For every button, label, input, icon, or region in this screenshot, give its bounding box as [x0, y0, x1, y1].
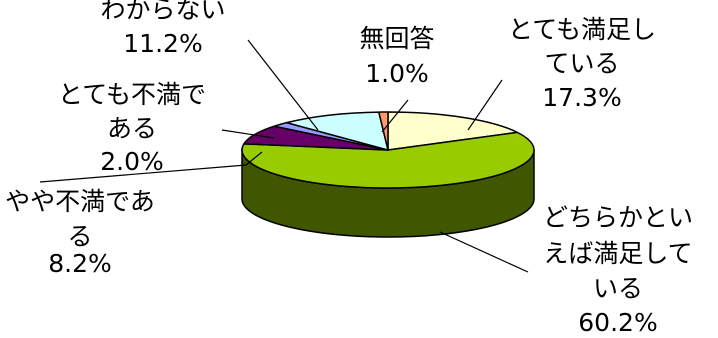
- leader-line-5: [247, 39, 319, 131]
- slice-label-2-line-2: えば満足して: [543, 239, 692, 268]
- slice-label-4-line-2: ある: [107, 114, 157, 143]
- slice-label-5-line-1: わからない: [100, 0, 225, 24]
- slice-label-3-line-1: やや不満であ: [5, 187, 155, 216]
- slice-label-1-line-2: ている: [544, 49, 619, 78]
- pie-slice-2: [241, 131, 535, 189]
- slice-value-4: 2.0%: [100, 147, 164, 176]
- slice-value-5: 11.2%: [123, 29, 202, 58]
- leader-line-4: [221, 129, 275, 139]
- leader-line-2: [439, 231, 529, 273]
- slice-label-3-line-2: る: [67, 222, 92, 251]
- slice-label-4-line-1: とても不満で: [58, 80, 206, 109]
- leader-line-6: [381, 99, 409, 133]
- leader-lines: [39, 39, 529, 273]
- pie-top-faces: [241, 111, 535, 189]
- slice-value-3: 8.2%: [48, 249, 112, 278]
- leader-line-3: [39, 151, 263, 183]
- slice-value-1: 17.3%: [542, 83, 621, 112]
- slice-value-6: 1.0%: [365, 59, 429, 88]
- slice-value-2: 60.2%: [578, 308, 657, 337]
- slice-label-2-line-1: どちらかとい: [543, 203, 693, 232]
- slice-label-2-line-3: いる: [593, 274, 643, 303]
- leader-line-1: [467, 79, 503, 131]
- slice-label-1-line-1: とても満足し: [508, 15, 656, 44]
- slice-label-6-line-1: 無回答: [359, 24, 434, 53]
- pie-slice-1: [387, 111, 519, 151]
